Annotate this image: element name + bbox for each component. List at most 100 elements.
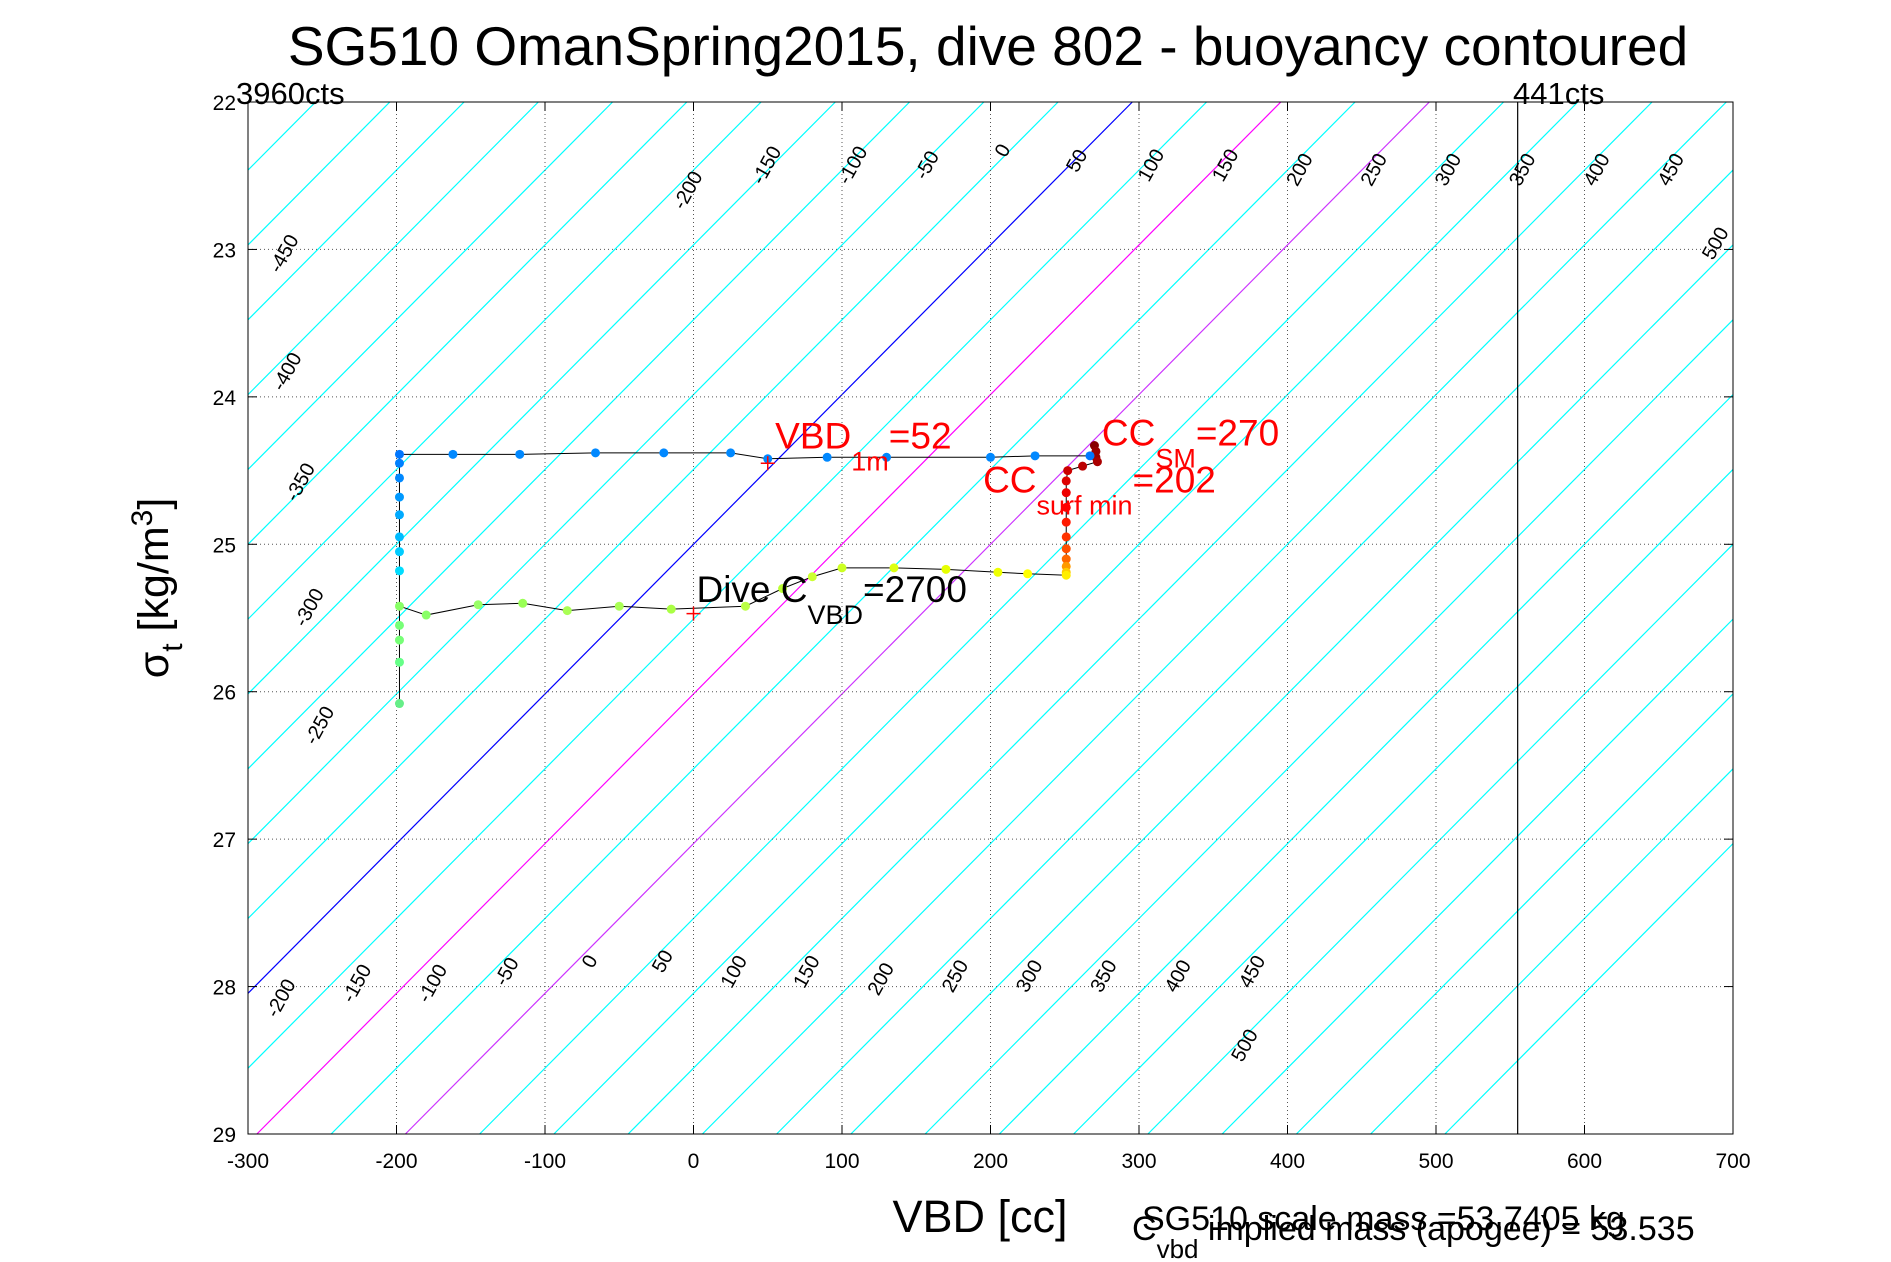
axis-ticks: -300 -200 -100 0 100 200 300 400 500 600 700 22 23 24… [213, 92, 1751, 1173]
x-tick-label: 0 [688, 1150, 700, 1173]
annotation-main: CC [983, 460, 1036, 501]
contour-line [850, 244, 1734, 1135]
contour-line [1073, 469, 1734, 1135]
contour-line [1221, 618, 1734, 1135]
x-tick-label: 700 [1715, 1150, 1750, 1173]
limit-label-left: 3960cts [236, 76, 345, 111]
data-point [740, 601, 750, 611]
data-point [1061, 502, 1071, 512]
x-tick-label: 200 [973, 1150, 1008, 1173]
contour-line [330, 101, 1356, 1135]
annotation-rest: =52 [889, 415, 952, 456]
x-axis-label: VBD [cc] [892, 1191, 1067, 1242]
footer-cvbd-mass: Cvbd implied mass (apogee) = 53.535 [1132, 1210, 1695, 1262]
data-point [726, 448, 736, 458]
footer-cvbd-sub: vbd [1157, 1234, 1199, 1262]
chart-title: SG510 OmanSpring2015, dive 802 - buoyanc… [288, 15, 1688, 77]
data-point [394, 532, 404, 542]
y-tick-label: 22 [213, 92, 236, 115]
contour-line [924, 319, 1734, 1135]
contour-line [1295, 693, 1734, 1135]
data-point [1061, 570, 1071, 580]
y-tick-label: 27 [213, 829, 236, 852]
data-point [1078, 461, 1088, 471]
y-tick-label: 28 [213, 977, 236, 1000]
data-point [394, 547, 404, 557]
data-point [515, 449, 525, 459]
contour-line [247, 101, 1133, 994]
data-point [1030, 451, 1040, 461]
contour-line [247, 101, 762, 620]
contour-line [404, 101, 1430, 1135]
annotation-main: VBD [775, 415, 851, 456]
footer-cvbd-main: C [1132, 1210, 1157, 1248]
x-tick-label: -300 [227, 1150, 269, 1173]
footer-scale-mass: SG510 scale mass =53.7405 kg [1142, 1200, 1625, 1238]
data-point [941, 564, 951, 574]
data-point [394, 510, 404, 520]
x-tick-label: 300 [1121, 1150, 1156, 1173]
contour-line [247, 101, 836, 695]
data-point [590, 448, 600, 458]
data-point [807, 572, 817, 582]
data-point [1061, 554, 1071, 564]
y-tick-label: 29 [213, 1124, 236, 1147]
data-point [394, 620, 404, 630]
x-tick-label: 600 [1567, 1150, 1602, 1173]
data-point [1092, 457, 1102, 467]
contour-line [553, 101, 1579, 1135]
annotation-main: CC [1102, 413, 1155, 454]
annotation-sub: 1m [851, 446, 889, 476]
annotation: CCSM=270 [1102, 413, 1279, 474]
annotation-rest: =202 [1133, 460, 1216, 501]
y-axis-label: σt [kg/m3] [126, 498, 189, 679]
contour-line [247, 101, 688, 545]
y-label-sub: t [156, 643, 189, 652]
y-label-unit: [kg/m [130, 526, 178, 643]
plus-marker [760, 456, 775, 471]
data-point [473, 600, 483, 610]
contour-line [627, 101, 1653, 1135]
contour-line [256, 101, 1282, 1135]
x-tick-label: -200 [375, 1150, 417, 1173]
data-point [1061, 517, 1071, 527]
data-point [889, 563, 899, 573]
data-point [882, 452, 892, 462]
data-point [993, 567, 1003, 577]
data-point [394, 635, 404, 645]
y-tick-label: 26 [213, 682, 236, 705]
contour-line [247, 101, 316, 171]
data-point [394, 449, 404, 459]
y-label-close: ] [130, 498, 178, 510]
footer-cvbd-rest: implied mass (apogee) = 53.535 [1198, 1210, 1694, 1248]
data-point [448, 449, 458, 459]
data-point [1085, 451, 1095, 461]
contour-line [247, 101, 465, 321]
annotation: Dive CVBD=2700 [696, 569, 966, 630]
data-point [1061, 544, 1071, 554]
contour-line [247, 101, 391, 246]
y-axis-label-text: σt [kg/m3] [126, 498, 189, 679]
contour-line [776, 169, 1734, 1135]
contour-line [998, 394, 1734, 1135]
data-point [421, 610, 431, 620]
data-point [614, 601, 624, 611]
x-tick-label: -100 [524, 1150, 566, 1173]
contour-line [247, 101, 1207, 1069]
contour-line [247, 101, 613, 470]
data-point [837, 563, 847, 573]
contour-line [479, 101, 1504, 1135]
data-point [666, 604, 676, 614]
plus-marker [686, 606, 701, 621]
contour-line [247, 101, 539, 396]
data-point [659, 448, 669, 458]
data-point [394, 473, 404, 483]
data-point [394, 699, 404, 709]
y-tick-label: 24 [213, 387, 237, 410]
data-point [1061, 532, 1071, 542]
data-point [394, 458, 404, 468]
x-tick-label: 400 [1270, 1150, 1305, 1173]
